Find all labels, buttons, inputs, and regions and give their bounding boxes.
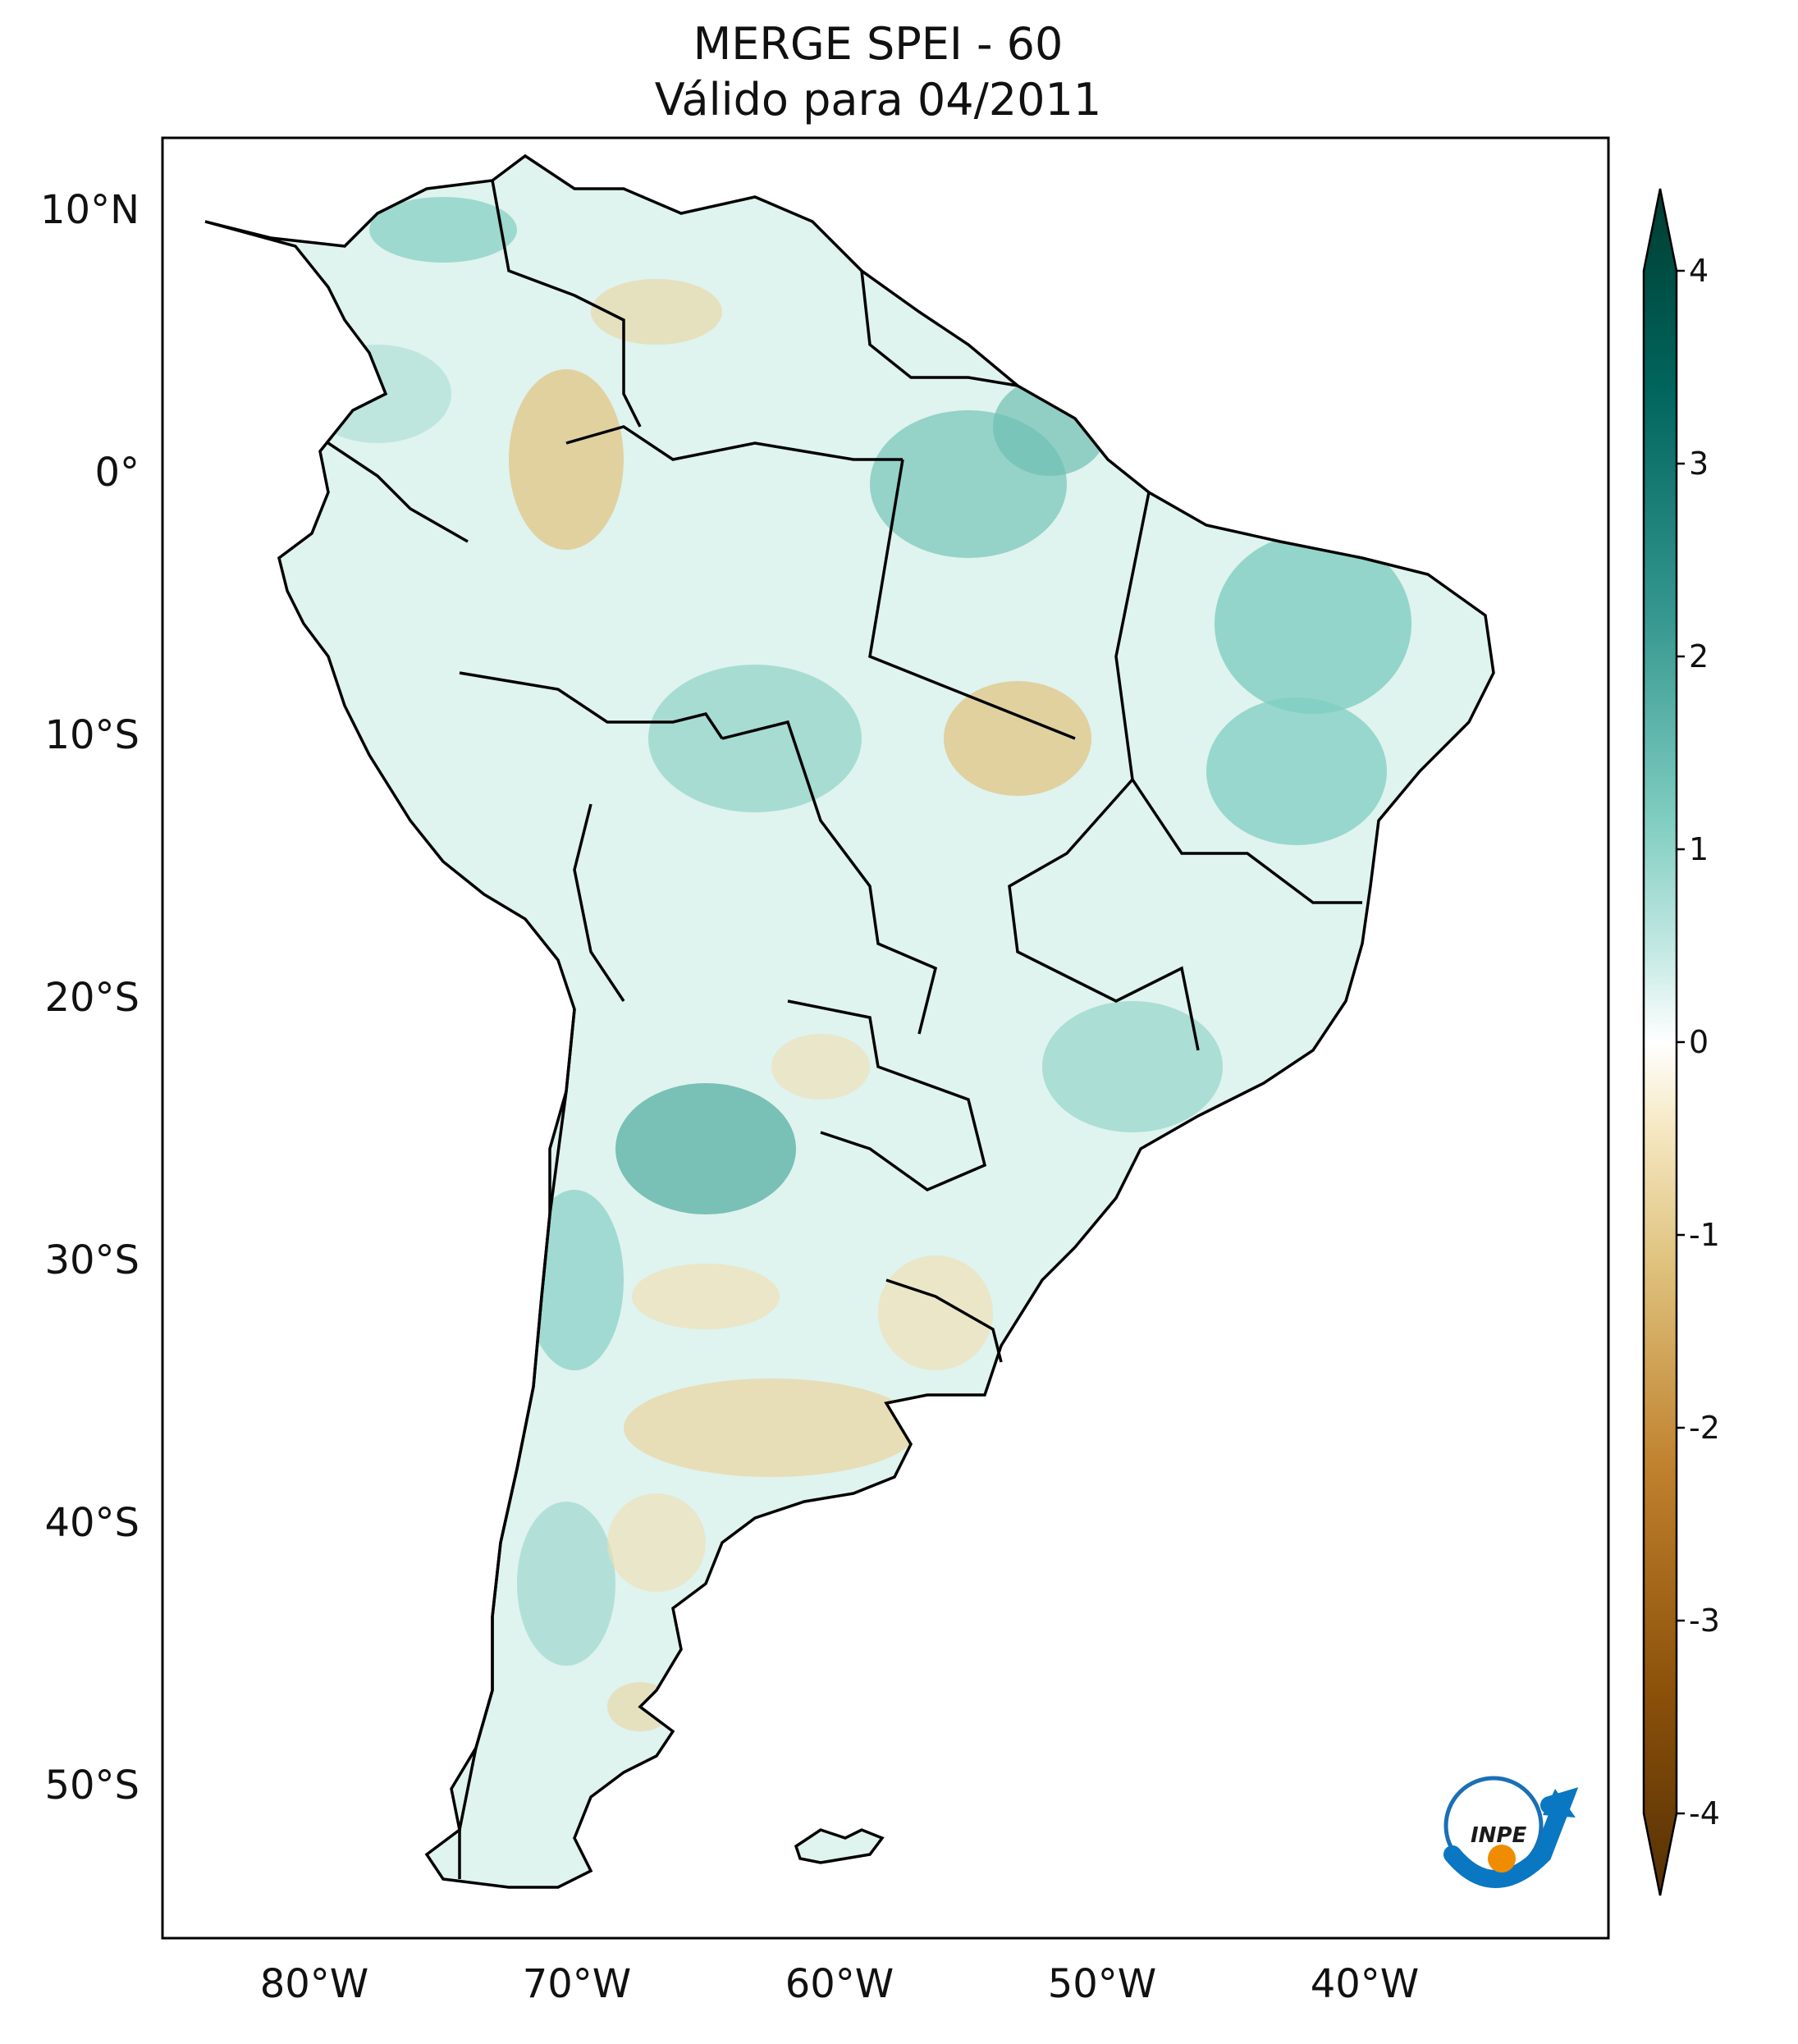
lon-label-80w: 80°W [260, 1961, 369, 2007]
border-lines [204, 153, 1495, 1889]
border-brazil-state-b [1114, 492, 1362, 904]
colorbar-tick-label: 3 [1689, 446, 1709, 482]
map-title-line2: Válido para 04/2011 [655, 74, 1101, 126]
border-brazil-north [565, 425, 903, 461]
lon-label-40w: 40°W [1311, 1961, 1420, 2007]
colorbar-tick-label: -2 [1689, 1410, 1720, 1446]
border-bolivia-brazil [721, 720, 938, 1035]
colorbar-ticks: 4 3 2 1 0 -1 -2 -3 -4 [1677, 253, 1720, 1831]
lon-label-70w: 70°W [523, 1961, 632, 2007]
border-brazil-state-c [1008, 778, 1200, 1051]
inpe-logo: INPE [1443, 1776, 1579, 1888]
colorbar-tick-label: -4 [1689, 1795, 1720, 1831]
lat-label-0: 0° [94, 450, 140, 496]
colorbar-tick-label: -1 [1689, 1217, 1720, 1253]
lat-label-10s: 10°S [44, 712, 140, 758]
colorbar-tick-label: 1 [1689, 831, 1709, 867]
border-argentina-chile [458, 1008, 576, 1879]
border-peru-bolivia [573, 803, 625, 1002]
map-title-line1: MERGE SPEI - 60 [693, 18, 1064, 70]
longitude-labels: 80°W 70°W 60°W 50°W 40°W [260, 1961, 1420, 2007]
colorbar [1642, 188, 1678, 1896]
border-ecuador [327, 441, 469, 543]
lon-label-60w: 60°W [785, 1961, 894, 2007]
lat-label-30s: 30°S [44, 1237, 140, 1283]
lat-label-20s: 20°S [44, 975, 140, 1021]
falkland-islands [794, 1828, 885, 1864]
colorbar-tick-label: 0 [1689, 1024, 1709, 1060]
lat-label-50s: 50°S [44, 1763, 140, 1809]
lat-label-40s: 40°S [44, 1500, 140, 1546]
border-uruguay [885, 1278, 1003, 1363]
colorbar-tick-label: -3 [1689, 1603, 1720, 1639]
latitude-labels: 10°N 0° 10°S 20°S 30°S 40°S 50°S [40, 187, 140, 1809]
border-brazil-state-a [868, 459, 1076, 740]
lon-label-50w: 50°W [1048, 1961, 1157, 2007]
colorbar-tick-label: 2 [1689, 638, 1709, 674]
colorbar-tick-label: 4 [1689, 253, 1709, 289]
border-paraguay [787, 999, 987, 1191]
continent-outline [204, 153, 1495, 1889]
border-brazil-peru [459, 671, 724, 739]
colorbar-body [1642, 188, 1678, 1896]
border-colombia-venezuela [491, 180, 642, 428]
inpe-logo-text: INPE [1471, 1823, 1526, 1848]
lat-label-10n: 10°N [40, 187, 140, 233]
border-guianas [860, 270, 1018, 387]
